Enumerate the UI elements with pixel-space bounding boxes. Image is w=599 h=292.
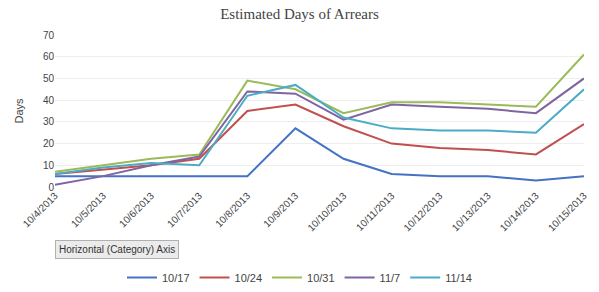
svg-text:40: 40 xyxy=(43,95,55,106)
svg-text:30: 30 xyxy=(43,116,55,127)
svg-text:10/5/2013: 10/5/2013 xyxy=(69,190,109,230)
svg-text:10/12/2013: 10/12/2013 xyxy=(402,190,445,233)
svg-text:10/11/2013: 10/11/2013 xyxy=(354,190,397,233)
svg-text:0: 0 xyxy=(48,182,54,193)
svg-text:10/13/2013: 10/13/2013 xyxy=(450,190,493,233)
svg-text:11/7: 11/7 xyxy=(380,272,401,284)
svg-text:10/31: 10/31 xyxy=(307,272,335,284)
svg-text:10/17: 10/17 xyxy=(162,272,190,284)
svg-text:10/10/2013: 10/10/2013 xyxy=(305,190,348,233)
svg-text:10/7/2013: 10/7/2013 xyxy=(165,190,205,230)
svg-text:Horizontal (Category) Axis: Horizontal (Category) Axis xyxy=(59,244,175,255)
svg-text:10/14/2013: 10/14/2013 xyxy=(498,190,541,233)
svg-text:10/24: 10/24 xyxy=(235,272,263,284)
svg-text:70: 70 xyxy=(43,30,55,41)
svg-text:10/8/2013: 10/8/2013 xyxy=(213,190,253,230)
svg-text:10/6/2013: 10/6/2013 xyxy=(117,190,157,230)
svg-text:20: 20 xyxy=(43,138,55,149)
svg-text:10/9/2013: 10/9/2013 xyxy=(261,190,301,230)
svg-text:50: 50 xyxy=(43,73,55,84)
svg-text:60: 60 xyxy=(43,51,55,62)
svg-text:11/14: 11/14 xyxy=(445,272,472,284)
svg-text:Days: Days xyxy=(13,98,25,124)
svg-text:10: 10 xyxy=(43,160,55,171)
svg-text:Estimated Days of Arrears: Estimated Days of Arrears xyxy=(220,6,379,22)
svg-text:10/4/2013: 10/4/2013 xyxy=(21,190,61,230)
svg-text:10/15/2013: 10/15/2013 xyxy=(546,190,589,233)
